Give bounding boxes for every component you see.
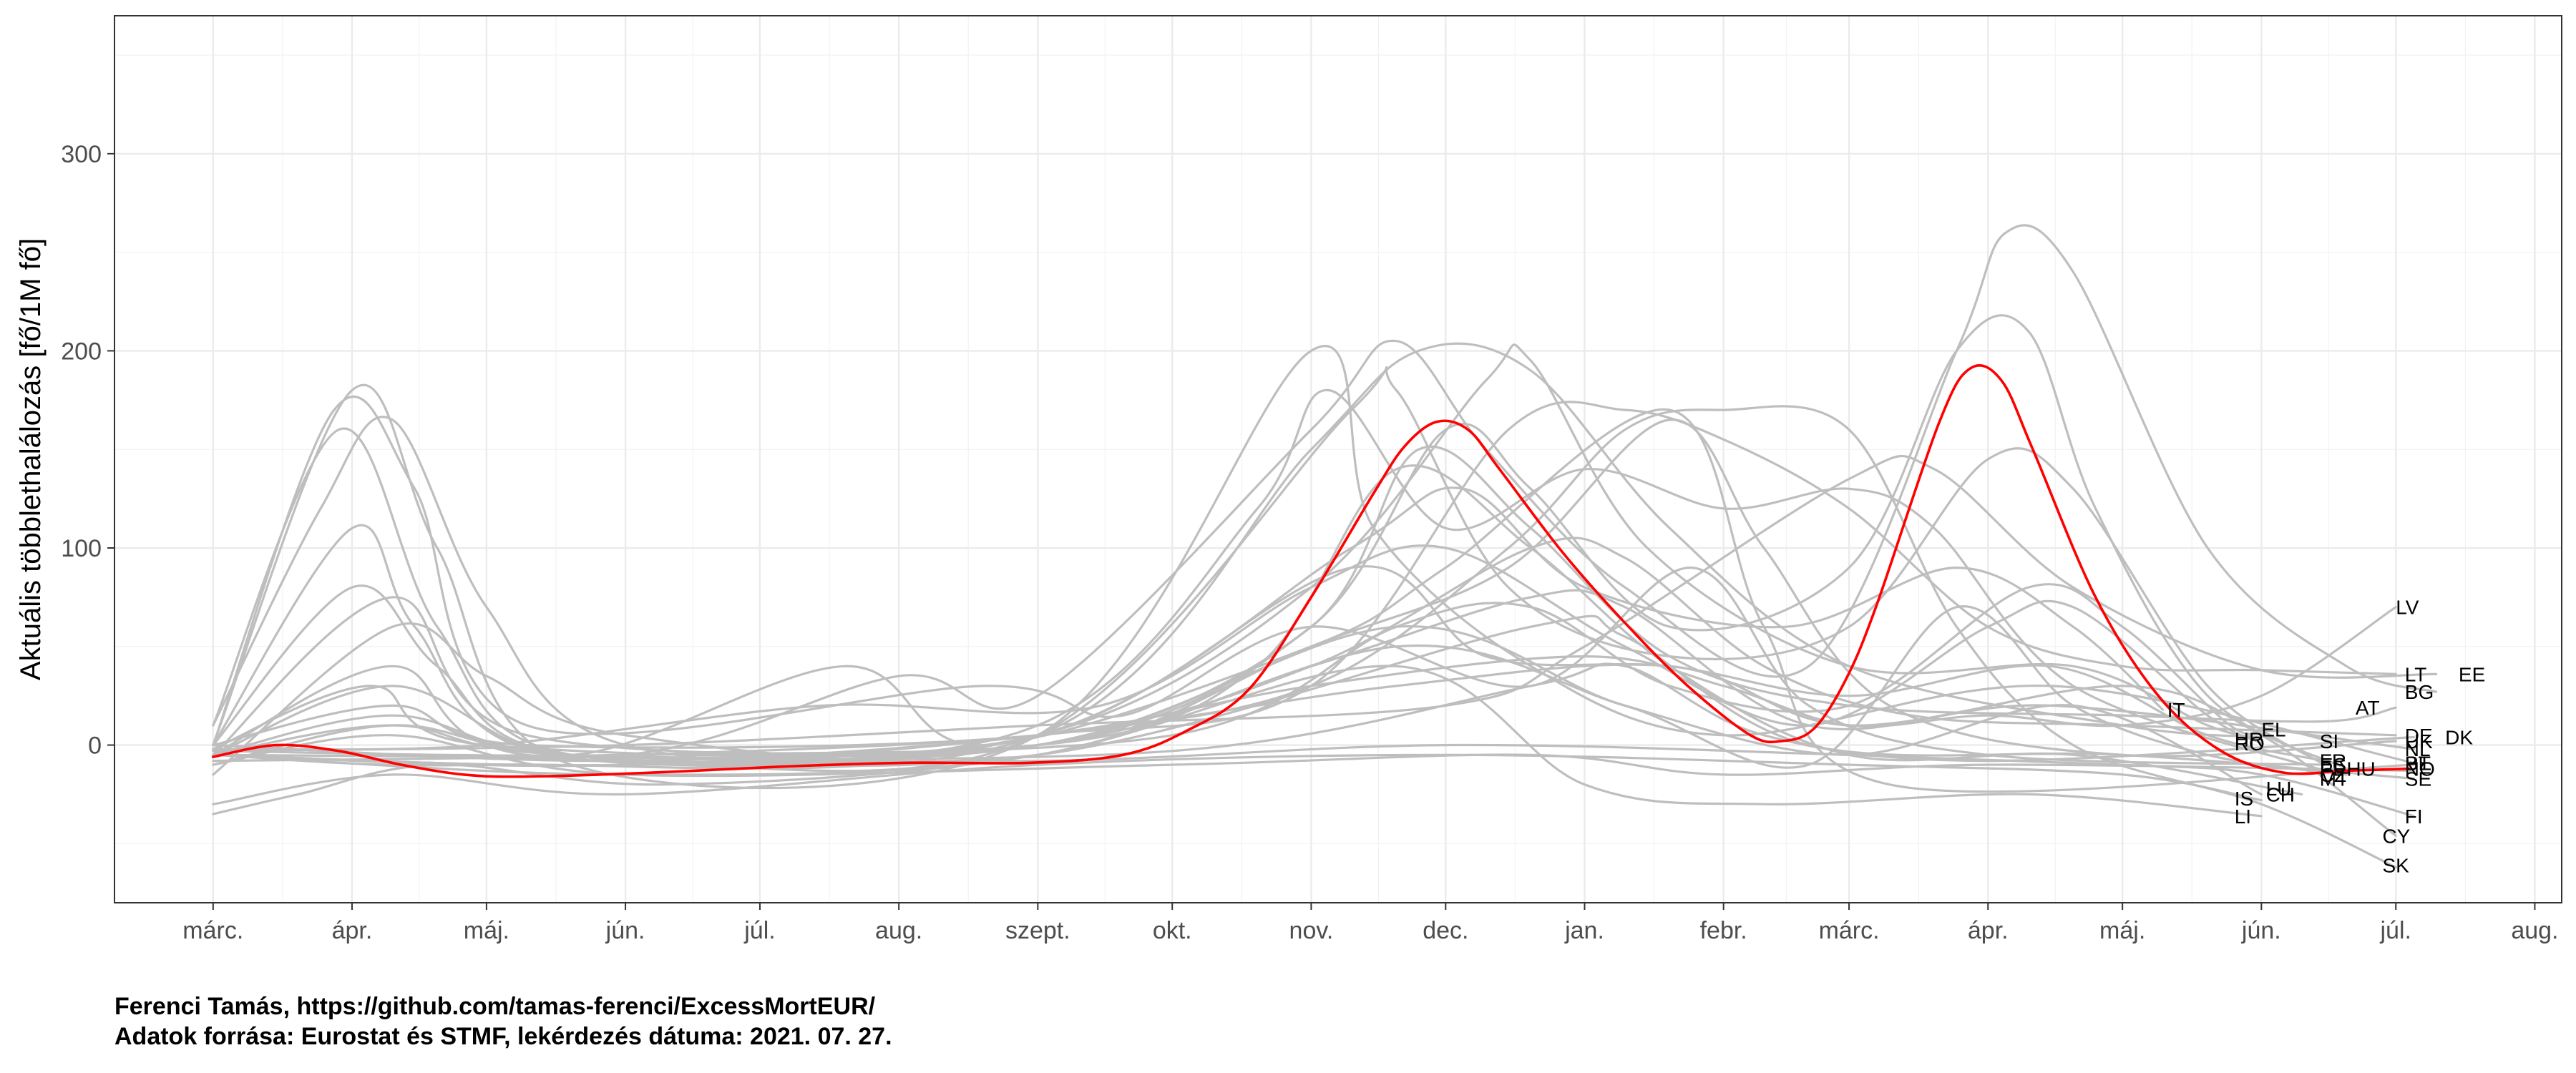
country-label-fr: FR [2320,750,2346,773]
country-label-hu: HU [2346,758,2375,780]
series-line-pl [212,366,2326,773]
series-line-si [212,342,2263,770]
x-tick-label: jún. [605,917,645,944]
series-line-no [212,734,2415,778]
x-axis: márc. ápr. máj. jún. júl. aug. szept. okt. nov. d… [182,903,2559,944]
country-label-de: DE [2405,725,2433,747]
country-label-cz: CZ [2320,764,2346,786]
country-label-uk: UK [2405,730,2433,753]
x-tick-label: nov. [1289,917,1334,944]
series-line-cy [212,663,2397,837]
y-axis-title: Aktuális többlethalálozás [fő/1M fő] [15,238,47,680]
y-tick-label: 300 [61,141,102,168]
x-tick-label: szept. [1005,917,1070,944]
x-tick-label: jan. [1564,917,1604,944]
series-line-li [212,665,2263,818]
country-label-lu: LU [2266,778,2292,800]
x-tick-label: ápr. [1968,917,2009,944]
country-label-ee: EE [2459,663,2485,685]
series-line-bg [212,224,2438,760]
country-label-mt: MT [2320,768,2348,790]
country-label-dk: DK [2445,727,2473,749]
country-label-be: BE [2405,752,2431,774]
country-label-si: SI [2320,730,2338,753]
y-tick-label: 0 [88,733,102,760]
country-label-sk: SK [2382,855,2409,877]
x-tick-label: júl. [2380,917,2411,944]
series-line-hu [212,314,2348,770]
panel-border [114,15,2562,903]
x-tick-label: márc. [182,917,243,944]
x-tick-label: jún. [2241,917,2281,944]
country-label-nl: NL [2405,738,2431,760]
country-label-is: IS [2235,788,2253,810]
series-line-lu [212,624,2263,795]
country-label-pl: PL [2320,758,2344,780]
caption-line-1: Ferenci Tamás, https://github.com/tamas-… [114,993,876,1020]
x-tick-label: máj. [464,917,509,944]
country-label-hr: HR [2235,728,2263,750]
country-label-lv: LV [2396,597,2419,619]
series-line-highlight [212,364,2411,778]
series-line-ch [212,464,2303,795]
country-label-fi: FI [2405,805,2423,828]
highlight-line [212,364,2411,778]
country-label-es: ES [2320,754,2346,776]
series-line-es [212,395,2326,766]
country-label-bg: BG [2405,681,2434,703]
x-tick-label: máj. [2099,917,2145,944]
country-label-it: IT [2167,699,2185,721]
other-country-lines [212,224,2438,868]
y-axis: 0 100 200 300 [61,141,114,760]
series-line-el [212,583,2263,758]
series-line-is [212,753,2263,805]
country-label-ro: RO [2235,733,2265,755]
series-line-mt [212,605,2348,776]
x-tick-label: aug. [2511,917,2558,944]
series-line-sk [212,405,2397,868]
country-label-li: LI [2235,805,2251,828]
series-line-it [212,427,2165,768]
series-line-ro [212,544,2263,751]
country-label-lt: LT [2405,663,2427,685]
y-tick-label: 200 [61,338,102,365]
x-tick-label: aug. [875,917,922,944]
country-label-cy: CY [2382,825,2410,847]
country-label-ch: CH [2266,783,2295,805]
country-label-no: NO [2405,758,2435,780]
caption-line-2: Adatok forrása: Eurostat és STMF, lekérd… [114,1023,892,1050]
country-label-se: SE [2405,768,2431,790]
x-tick-label: dec. [1423,917,1468,944]
y-tick-label: 100 [61,535,102,562]
x-tick-label: okt. [1153,917,1192,944]
x-tick-label: ápr. [332,917,373,944]
country-label-at: AT [2356,697,2380,719]
country-label-pt: PT [2405,752,2431,774]
x-tick-label: febr. [1700,917,1747,944]
x-tick-label: márc. [1819,917,1880,944]
country-label-el: EL [2261,719,2285,741]
series-line-dk [212,662,2415,763]
series-line-fr [212,565,2326,763]
x-tick-label: júl. [743,917,775,944]
